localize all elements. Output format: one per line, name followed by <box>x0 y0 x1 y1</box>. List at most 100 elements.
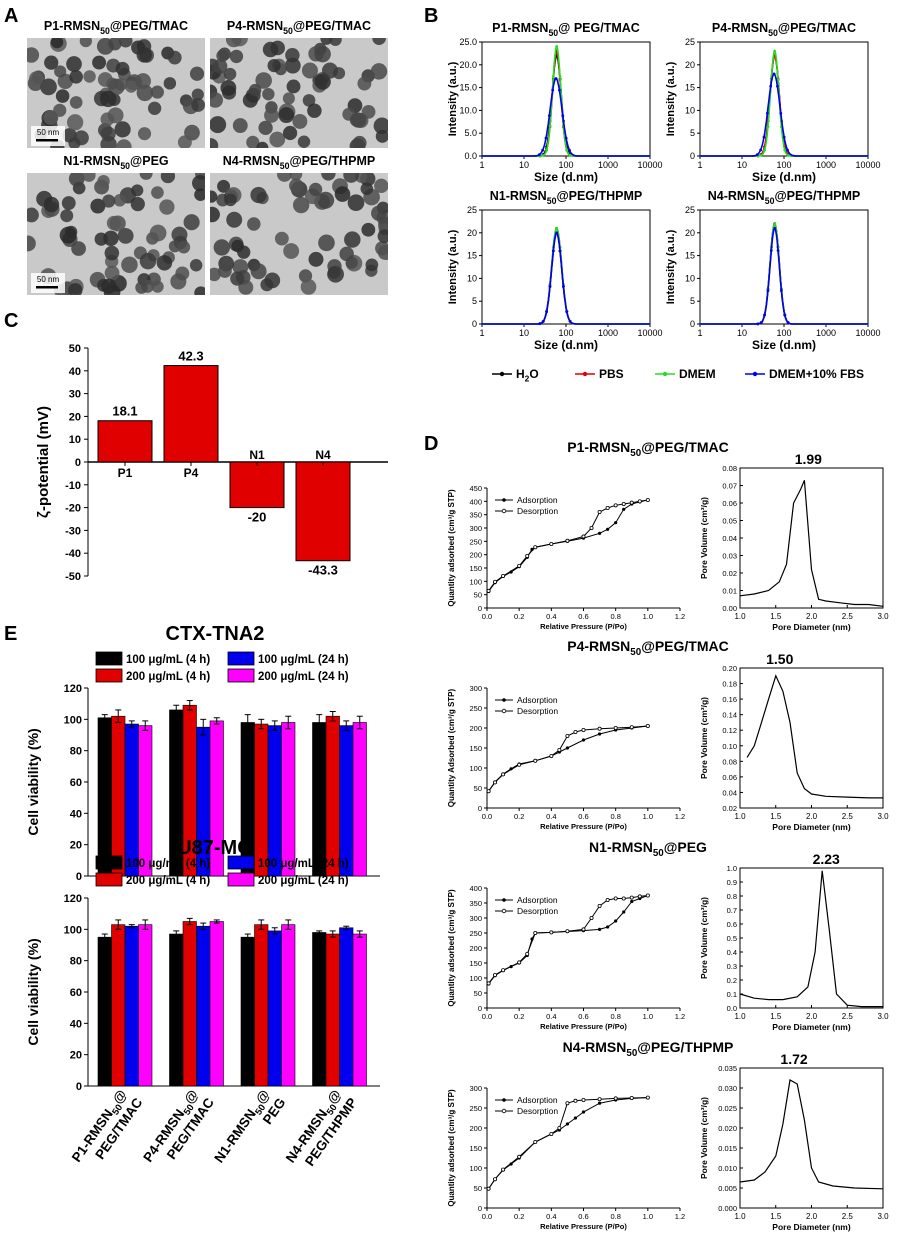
iso-xtick-label-0: 1.0 <box>643 612 653 621</box>
tem-particle <box>260 278 274 292</box>
iso-ytick-label-2: 400 <box>469 884 482 893</box>
dls-legend-marker-1 <box>582 371 588 377</box>
iso-legend-des-3: Desorption <box>517 1106 558 1116</box>
psd-xtick-label-0: 3.0 <box>877 612 889 621</box>
psd-peak-label-1: 1.50 <box>766 651 793 667</box>
viab-bar-1-0-3 <box>138 924 153 1087</box>
tem-particle <box>191 88 204 101</box>
tem-particle <box>82 173 96 182</box>
psd-xtick-label-1: 2.0 <box>806 812 818 821</box>
viab-bar-0-0-2 <box>124 723 139 877</box>
dls-point <box>783 148 787 152</box>
psd-ytick-label-3: 0.005 <box>718 1184 737 1193</box>
bet-title-0: P1-RMSN50@PEG/TMAC <box>567 439 728 459</box>
tem-particle <box>44 55 59 70</box>
iso-xtick-label-3: 0.8 <box>610 1212 620 1221</box>
dls-xtick-label-2: 10000 <box>637 328 662 338</box>
tem-particle <box>102 194 116 208</box>
dls-point <box>551 249 555 253</box>
panel-letter-D: D <box>424 433 438 455</box>
tem-particle <box>210 92 223 108</box>
dls-xtick-label-2: 10 <box>519 328 529 338</box>
psd-xlabel-2: Pore Diameter (nm) <box>772 1022 851 1032</box>
dls-xtick-label-1: 100 <box>776 160 791 170</box>
viab-ytick-label-0: 40 <box>70 808 82 820</box>
iso-xtick-label-3: 0.0 <box>482 1212 492 1221</box>
scale-label-0: 50 nm <box>37 128 60 137</box>
dls-ytick-label-2: 5 <box>472 296 477 306</box>
psd-ytick-label-1: 0.04 <box>722 788 737 797</box>
tem-particle <box>50 38 64 49</box>
dls-point <box>558 88 561 92</box>
dls-legend-label-2: DMEM <box>679 367 716 381</box>
viab-legend-swatch-0-0 <box>95 651 123 666</box>
tem-particle <box>262 41 279 58</box>
tem-particle <box>194 188 205 201</box>
zeta-category-P4: P4 <box>184 466 199 480</box>
zeta-bar-N4 <box>295 461 351 562</box>
dls-xtick-label-2: 100 <box>558 328 573 338</box>
iso-ads-point <box>530 547 534 551</box>
iso-ytick-label-3: 300 <box>469 1084 482 1093</box>
tem-particle <box>248 83 262 97</box>
tem-particle <box>100 136 117 148</box>
psd-ytick-label-0: 0.00 <box>722 604 737 613</box>
dls-point <box>545 148 549 152</box>
psd-curve-0 <box>739 480 884 607</box>
iso-ytick-label-1: 0 <box>478 804 482 813</box>
dls-point <box>769 84 773 88</box>
tem-particle <box>327 266 341 279</box>
dls-ytick-label-1: 25 <box>685 37 695 47</box>
dls-point <box>780 289 783 293</box>
bet-title-3: N4-RMSN50@PEG/THPMP <box>563 1039 734 1059</box>
iso-des-point <box>597 904 602 909</box>
dls-point <box>565 148 569 152</box>
tem-particle <box>192 175 205 192</box>
iso-ads-point <box>530 937 534 941</box>
dls-ytick-label-1: 5 <box>690 128 695 138</box>
viab-bar-1-1-3 <box>209 921 224 1087</box>
tem-particle <box>344 231 361 248</box>
tem-particle <box>170 273 187 290</box>
viab-legend-swatch-1-2 <box>227 855 255 870</box>
viab-bar-1-2-2 <box>267 930 282 1087</box>
scale-bar-0 <box>36 139 58 142</box>
tem-particle <box>223 67 237 81</box>
viab-bar-0-3-3 <box>352 722 367 877</box>
tem-particle <box>54 65 67 78</box>
zeta-bar-P4 <box>163 365 219 463</box>
iso-des-point <box>621 501 626 506</box>
tem-particle <box>99 90 117 108</box>
tem-particle <box>101 278 117 294</box>
panel-letter-A: A <box>4 5 18 27</box>
tem-particle <box>115 61 130 76</box>
iso-legend-des-1: Desorption <box>517 706 558 716</box>
iso-xtick-label-0: 0.2 <box>514 612 524 621</box>
dls-point <box>772 72 776 76</box>
viab-legend-label-0-2: 100 μg/mL (24 h) <box>258 654 349 666</box>
dls-xlabel-1: Size (d.nm) <box>752 170 816 184</box>
dls-point <box>756 322 760 326</box>
psd-ytick-label-1: 0.18 <box>722 680 737 689</box>
iso-des-point <box>613 726 618 731</box>
iso-desorption-3 <box>488 1097 648 1190</box>
dls-ytick-label-2: 10 <box>467 273 477 283</box>
iso-ytick-label-0: 100 <box>469 577 482 586</box>
iso-des-point <box>501 772 506 777</box>
dls-point <box>776 249 780 252</box>
tem-particle <box>151 186 164 199</box>
tem-particle <box>27 235 36 252</box>
iso-des-point <box>629 500 634 505</box>
tem-particle <box>274 231 289 246</box>
iso-des-point <box>525 952 530 957</box>
iso-ytick-label-1: 50 <box>474 784 482 793</box>
psd-xtick-label-1: 2.5 <box>842 812 854 821</box>
iso-des-point <box>525 554 530 559</box>
dls-title-2: N1-RMSN50@PEG/THPMP <box>490 189 643 206</box>
tem-particle <box>267 58 281 73</box>
dls-point <box>759 148 763 152</box>
tem-particle <box>116 139 132 148</box>
psd-ytick-label-0: 0.07 <box>722 482 737 491</box>
iso-des-point <box>486 588 491 593</box>
dls-xtick-label-1: 10000 <box>855 160 880 170</box>
